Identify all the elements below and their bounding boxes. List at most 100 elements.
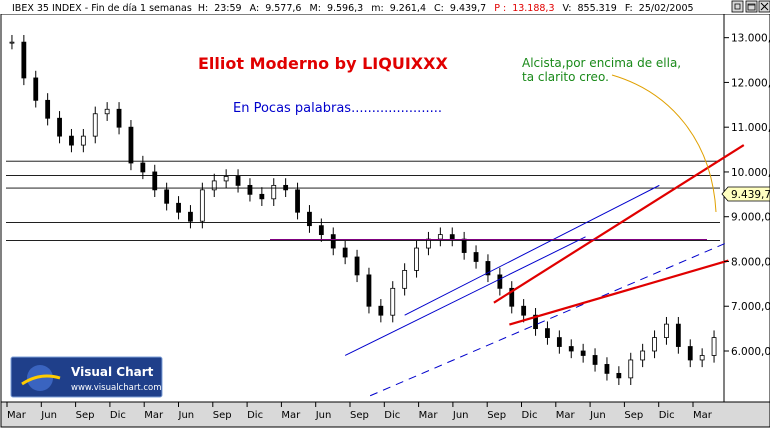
x-tick-label: Dic <box>522 410 538 421</box>
y-tick-label: 7.000,0 <box>731 301 770 313</box>
x-tick-label: Mar <box>7 410 27 421</box>
candle-body <box>354 256 360 276</box>
maximize-icon <box>747 3 756 11</box>
candle-body <box>223 176 229 182</box>
candle-body <box>604 364 610 374</box>
candle-body <box>330 234 336 249</box>
header-period: Fin de día 1 semanas <box>91 3 192 14</box>
x-tick-label: Jun <box>315 410 332 421</box>
header-date: 25/02/2005 <box>639 3 694 14</box>
y-axis-panel <box>723 13 770 403</box>
candle-body <box>235 176 241 186</box>
y-tick-label: 6.000,0 <box>731 346 770 358</box>
candle-body <box>152 171 158 191</box>
x-tick-label: Jun <box>589 410 606 421</box>
chart-subtitle: En Pocas palabras...................... <box>233 101 442 116</box>
candle-body <box>104 108 110 115</box>
maximize-button[interactable] <box>745 0 758 13</box>
candle-body <box>461 238 467 253</box>
candle-body <box>271 184 277 200</box>
logo-swoosh-icon <box>21 374 61 386</box>
header-open: 9.577,6 <box>265 3 301 14</box>
header-volume: 855.319 <box>578 3 617 14</box>
logo-url: www.visualchart.com <box>71 383 162 393</box>
x-tick-label: Mar <box>281 410 301 421</box>
restore-button[interactable] <box>731 0 744 13</box>
y-tick-label: 12.000,0 <box>731 77 770 89</box>
candle-body <box>711 337 717 356</box>
candle-body <box>592 355 598 365</box>
candle-body <box>509 287 515 307</box>
x-tick-label: Sep <box>350 410 369 421</box>
candle-body <box>640 350 646 361</box>
x-tick-label: Sep <box>213 410 232 421</box>
candle-body <box>69 135 74 146</box>
header-p-value: 13.188,3 <box>512 3 554 14</box>
candle-body <box>140 162 146 173</box>
candle-body <box>390 287 396 316</box>
candle-body <box>652 337 657 352</box>
y-tick-label: 9.000,0 <box>731 212 770 224</box>
x-axis-panel <box>0 401 770 428</box>
candle-body <box>164 189 170 204</box>
candle-body <box>199 189 205 222</box>
candle-body <box>295 189 300 213</box>
candle-body <box>485 261 491 276</box>
candle-body <box>366 274 372 307</box>
x-tick-label: Sep <box>76 410 95 421</box>
x-tick-label: Dic <box>247 410 263 421</box>
candle-body <box>57 117 62 137</box>
red-trend-line[interactable] <box>493 144 745 304</box>
candle-body <box>92 113 98 137</box>
candle-body <box>80 135 86 146</box>
blue-trend-line[interactable] <box>404 184 660 316</box>
x-tick-label: Sep <box>624 410 643 421</box>
note-line-1: Alcista,por encima de ella, <box>522 56 681 70</box>
x-tick-label: Jun <box>178 410 195 421</box>
candle-body <box>449 234 455 240</box>
note-line-2: ta clarito creo. <box>522 70 609 84</box>
candle-body <box>211 180 217 191</box>
x-tick-label: Dic <box>110 410 126 421</box>
candle-body <box>33 77 39 101</box>
candle-body <box>675 323 681 347</box>
candle-body <box>664 323 669 338</box>
candle-body <box>414 247 419 271</box>
x-tick-label: Jun <box>452 410 469 421</box>
x-tick-label: Mar <box>144 410 164 421</box>
header-high: 9.596,3 <box>327 3 363 14</box>
visual-chart-logo: Visual Chart www.visualchart.com <box>10 356 163 398</box>
candle-body <box>402 270 408 289</box>
candle-body <box>616 372 622 379</box>
x-axis-ticks: Mar Jun Sep Dic Mar Jun Sep Dic Mar Jun Sep Dic Mar J… <box>6 402 713 421</box>
candle-body <box>628 359 634 379</box>
last-price-box <box>721 186 770 202</box>
last-price-label: 9.439,7 <box>731 189 770 201</box>
overlay-lines <box>6 144 745 397</box>
x-tick-label: Mar <box>693 410 713 421</box>
candle-body <box>45 99 51 119</box>
blue-trend-line[interactable] <box>344 236 586 356</box>
x-tick-label: Mar <box>556 410 576 421</box>
plot-area[interactable] <box>0 13 725 403</box>
candle-body <box>533 314 538 330</box>
y-tick-label: 10.000,0 <box>731 167 770 179</box>
candles <box>9 34 717 386</box>
candle-body <box>188 211 193 222</box>
candle-body <box>521 305 527 316</box>
candle-body <box>473 252 479 262</box>
header-close: 9.439,7 <box>450 3 486 14</box>
y-axis-ticks: 13.000,0 12.000,0 11.000,0 10.000,0 9.000,0 8… <box>724 33 770 358</box>
red-trend-line[interactable] <box>509 259 729 326</box>
header-time: 23:59 <box>214 3 241 14</box>
candle-body <box>556 337 562 347</box>
candle-body <box>545 328 550 338</box>
candle-body <box>580 350 586 356</box>
window-buttons <box>731 0 770 13</box>
candle-body <box>259 193 265 200</box>
header-line: IBEX 35 INDEX - Fin de día 1 semanas H: … <box>12 3 694 14</box>
logo-title: Visual Chart <box>71 365 154 379</box>
x-tick-label: Sep <box>487 410 506 421</box>
